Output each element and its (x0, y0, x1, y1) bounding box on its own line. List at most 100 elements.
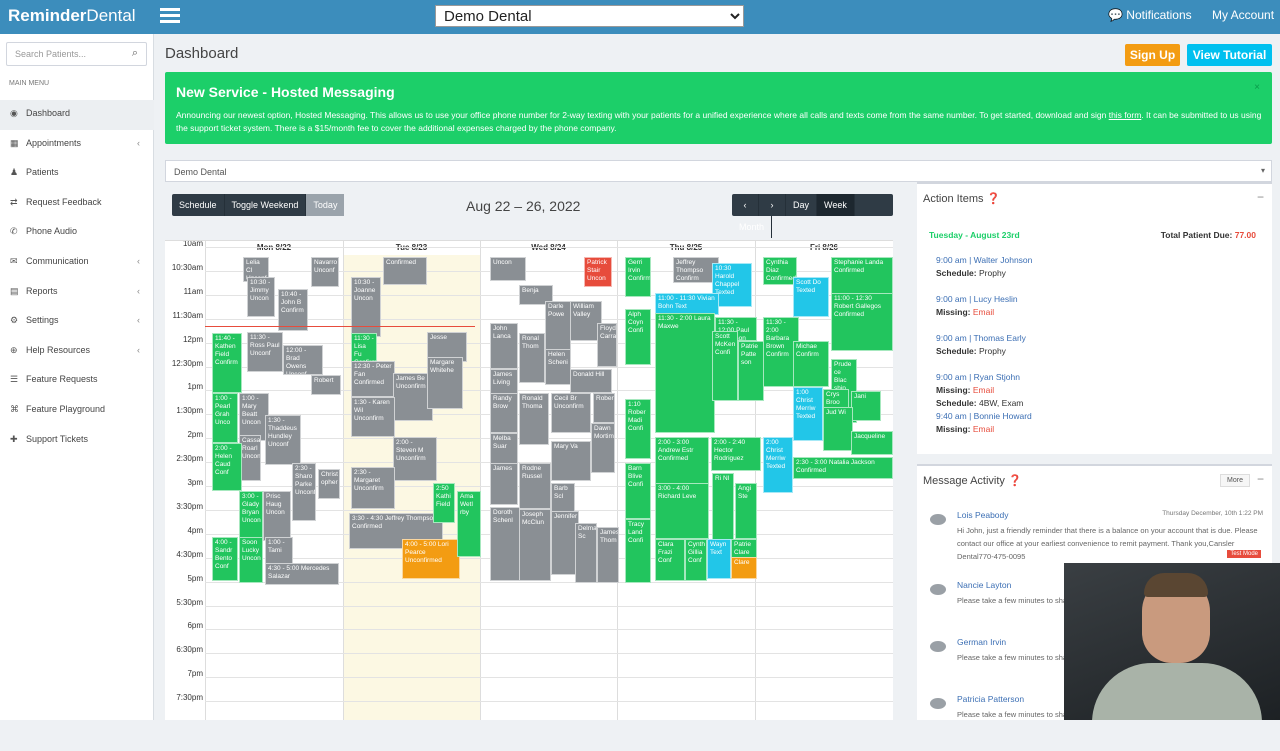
appointment-block[interactable]: 2:30 - Margaret Unconfirm (351, 467, 395, 509)
minimize-icon[interactable]: − (1256, 190, 1264, 204)
more-button[interactable]: More (1220, 474, 1250, 487)
appointment-block[interactable]: Delma Sc (575, 523, 597, 583)
appointment-block[interactable]: Darle Powe (545, 301, 571, 351)
search-icon[interactable]: ⌕ (131, 47, 138, 59)
my-account-link[interactable]: My Account (1212, 8, 1275, 22)
appointment-block[interactable]: 4:30 - 5:00 Mercedes Salazar (265, 563, 339, 585)
appointment-block[interactable]: Jeffrey Thompso Confirm (673, 257, 719, 283)
prev-week-button[interactable]: ‹ (732, 194, 759, 216)
appointment-block[interactable]: 10:40 - John B Confirm (278, 289, 308, 331)
menu-toggle-icon[interactable] (160, 8, 180, 24)
sidebar-item-communication[interactable]: ✉ Communication ‹ (0, 248, 154, 278)
help-icon[interactable]: ❓ (986, 193, 1001, 205)
appointment-block[interactable]: Benja (519, 285, 553, 305)
appointment-block[interactable]: 4:00 - 5:00 Lori Pearce Unconfirmed (402, 539, 460, 579)
appointment-block[interactable]: 1:30 - Thaddeus Hundley Unconf (265, 415, 301, 465)
action-item[interactable]: 9:00 am | Walter Johnson Schedule: Prophy (936, 254, 1256, 293)
sidebar-item-phone-audio[interactable]: ✆ Phone Audio (0, 218, 154, 248)
appointment-block[interactable]: Gerri Irvin Confirm (625, 257, 651, 297)
appointment-block[interactable]: Christ opher (318, 469, 340, 499)
appointment-block[interactable]: 1:00 - Mary Beatt Uncon (239, 393, 269, 441)
sidebar-item-reports[interactable]: ▤ Reports ‹ (0, 278, 154, 308)
action-item-heading[interactable]: 9:40 am | Bonnie Howard (936, 411, 1032, 421)
action-item[interactable]: 9:00 am | Thomas Early Schedule: Prophy (936, 332, 1256, 371)
appointment-block[interactable]: Navarro Unconf (311, 257, 339, 287)
appointment-block[interactable]: 3:00 - 4:00 Richard Leve (655, 483, 709, 539)
appointment-block[interactable]: Barn Blive Confi (625, 463, 651, 519)
appointment-block[interactable]: Margare Whitehe (427, 357, 463, 409)
appointment-block[interactable]: 1:00 - Pearl Grah Unco (212, 393, 238, 443)
appointment-block[interactable]: Jud Wi (823, 407, 853, 451)
appointment-block[interactable]: Clara Frazi Conf (655, 539, 685, 581)
search-input[interactable]: Search Patients... ⌕ (6, 42, 147, 66)
view-tutorial-button[interactable]: View Tutorial (1187, 44, 1272, 66)
appointment-block[interactable]: 2:30 - Sharo Parke Unconf (292, 463, 316, 521)
appointment-block[interactable]: 12:00 - Brad Owens Unconf (283, 345, 323, 375)
appointment-block[interactable]: Angi Ste (735, 483, 757, 539)
appointment-block[interactable]: James Thom (597, 527, 619, 583)
appointment-block[interactable]: Uncon (490, 257, 526, 281)
appointment-block[interactable]: Cynthia Diaz Confirmed (763, 257, 797, 285)
appointment-block[interactable]: William Valley (570, 301, 602, 341)
appointment-block[interactable]: Wayn Text (707, 539, 731, 579)
message-item[interactable]: Lois Peabody Thursday December, 10th 1:22… (927, 510, 1267, 580)
appointment-block[interactable]: Ama Wetl rby (457, 491, 481, 557)
appointment-block[interactable]: Ri Nl (712, 473, 734, 543)
appointment-block[interactable]: Donald Hill (570, 369, 612, 393)
appointment-block[interactable]: Robert (311, 375, 341, 395)
next-week-button[interactable]: › (759, 194, 786, 216)
appointment-block[interactable]: Patrie Patte son (738, 341, 764, 401)
appointment-block[interactable]: Clare (731, 557, 757, 579)
appointment-block[interactable]: 1:10 Rober Madi Confi (625, 399, 651, 459)
appointment-block[interactable]: James (490, 463, 518, 505)
close-icon[interactable]: × (1254, 82, 1260, 93)
appointment-block[interactable]: Soon Lucky Uncon (239, 537, 263, 583)
appointment-block[interactable]: 11:00 - 11:30 Vivian Bohn Text (655, 293, 719, 315)
sidebar-item-help-resources[interactable]: ⊕ Help Resources ‹ (0, 337, 154, 367)
appointment-block[interactable]: Rodne Russel (519, 463, 551, 509)
appointment-block[interactable]: 11:30 - Ross Paul Unconf (247, 332, 283, 372)
sidebar-item-feature-playground[interactable]: ⌘ Feature Playground (0, 396, 154, 426)
sidebar-item-feature-requests[interactable]: ☰ Feature Requests (0, 366, 154, 396)
sidebar-item-patients[interactable]: ♟ Patients (0, 159, 154, 189)
appointment-block[interactable]: Floyd Carra (597, 323, 617, 367)
week-view-button[interactable]: Week (817, 194, 855, 216)
appointment-block[interactable]: Patrick Stair Uncon (584, 257, 612, 287)
appointment-block[interactable]: 12:30 - Peter Fan Confirmed (351, 361, 395, 397)
appointment-block[interactable]: Joseph McClun (519, 509, 551, 581)
appointment-block[interactable]: Confirmed (383, 257, 427, 285)
action-item-heading[interactable]: 9:00 am | Walter Johnson (936, 255, 1033, 265)
practice-select[interactable]: Demo Dental (435, 5, 744, 27)
appointment-block[interactable]: 10:30 - Joanne Uncon (351, 277, 381, 337)
appointment-block[interactable]: Cassa Roarl Uncon (239, 435, 261, 481)
action-item-heading[interactable]: 9:00 am | Ryan Stjohn (936, 372, 1020, 382)
appointment-block[interactable]: Randy Brow (490, 393, 518, 433)
appointment-block[interactable]: Robert (593, 393, 615, 423)
message-item[interactable]: Nancie Layton Please take a few minutes t… (927, 580, 1267, 637)
message-sender[interactable]: Patricia Patterson (957, 694, 1025, 704)
appointment-block[interactable]: Alph Coyn Confi (625, 309, 651, 365)
appointment-block[interactable]: 1:00 Christ Merriw Texted (793, 387, 823, 441)
appointment-block[interactable]: Cecil Br Unconfirm (551, 393, 591, 433)
appointment-block[interactable]: 2:30 - 3:00 Natalia Jackson Confirmed (793, 457, 893, 479)
appointment-block[interactable]: 11:40 - Kathen Field Confirm (212, 333, 242, 393)
appointment-block[interactable]: 4:00 - Sandr Bento Conf (212, 537, 238, 581)
appointment-block[interactable]: Doroth Schenl (490, 507, 520, 581)
message-sender[interactable]: Lois Peabody (957, 510, 1009, 520)
office-select[interactable]: Demo Dental ▾ (165, 160, 1272, 182)
appointment-block[interactable]: 10:30 - Jimmy Uncon (247, 277, 275, 317)
notifications-link[interactable]: 💬 Notifications (1108, 8, 1192, 22)
this-form-link[interactable]: this form (1108, 110, 1142, 120)
sidebar-item-request-feedback[interactable]: ⇄ Request Feedback (0, 189, 154, 219)
appointment-block[interactable]: 2:00 - 2:40 Hector Rodriguez (711, 437, 761, 471)
action-item-heading[interactable]: 9:00 am | Lucy Heslin (936, 294, 1018, 304)
day-view-button[interactable]: Day (786, 194, 818, 216)
action-item[interactable]: 9:00 am | Lucy Heslin Missing: Email (936, 293, 1256, 332)
month-view-button[interactable]: Month (732, 216, 773, 238)
message-sender[interactable]: German Irvin (957, 637, 1007, 647)
appointment-block[interactable]: Michae Confirm (793, 341, 829, 387)
appointment-block[interactable]: 11:00 - 12:30 Robert Gallegos Confirmed (831, 293, 893, 351)
appointment-block[interactable]: Ronal Thom (519, 333, 545, 383)
sidebar-item-settings[interactable]: ⚙ Settings ‹ (0, 307, 154, 337)
appointment-block[interactable]: Tracy Land Confi (625, 519, 651, 583)
